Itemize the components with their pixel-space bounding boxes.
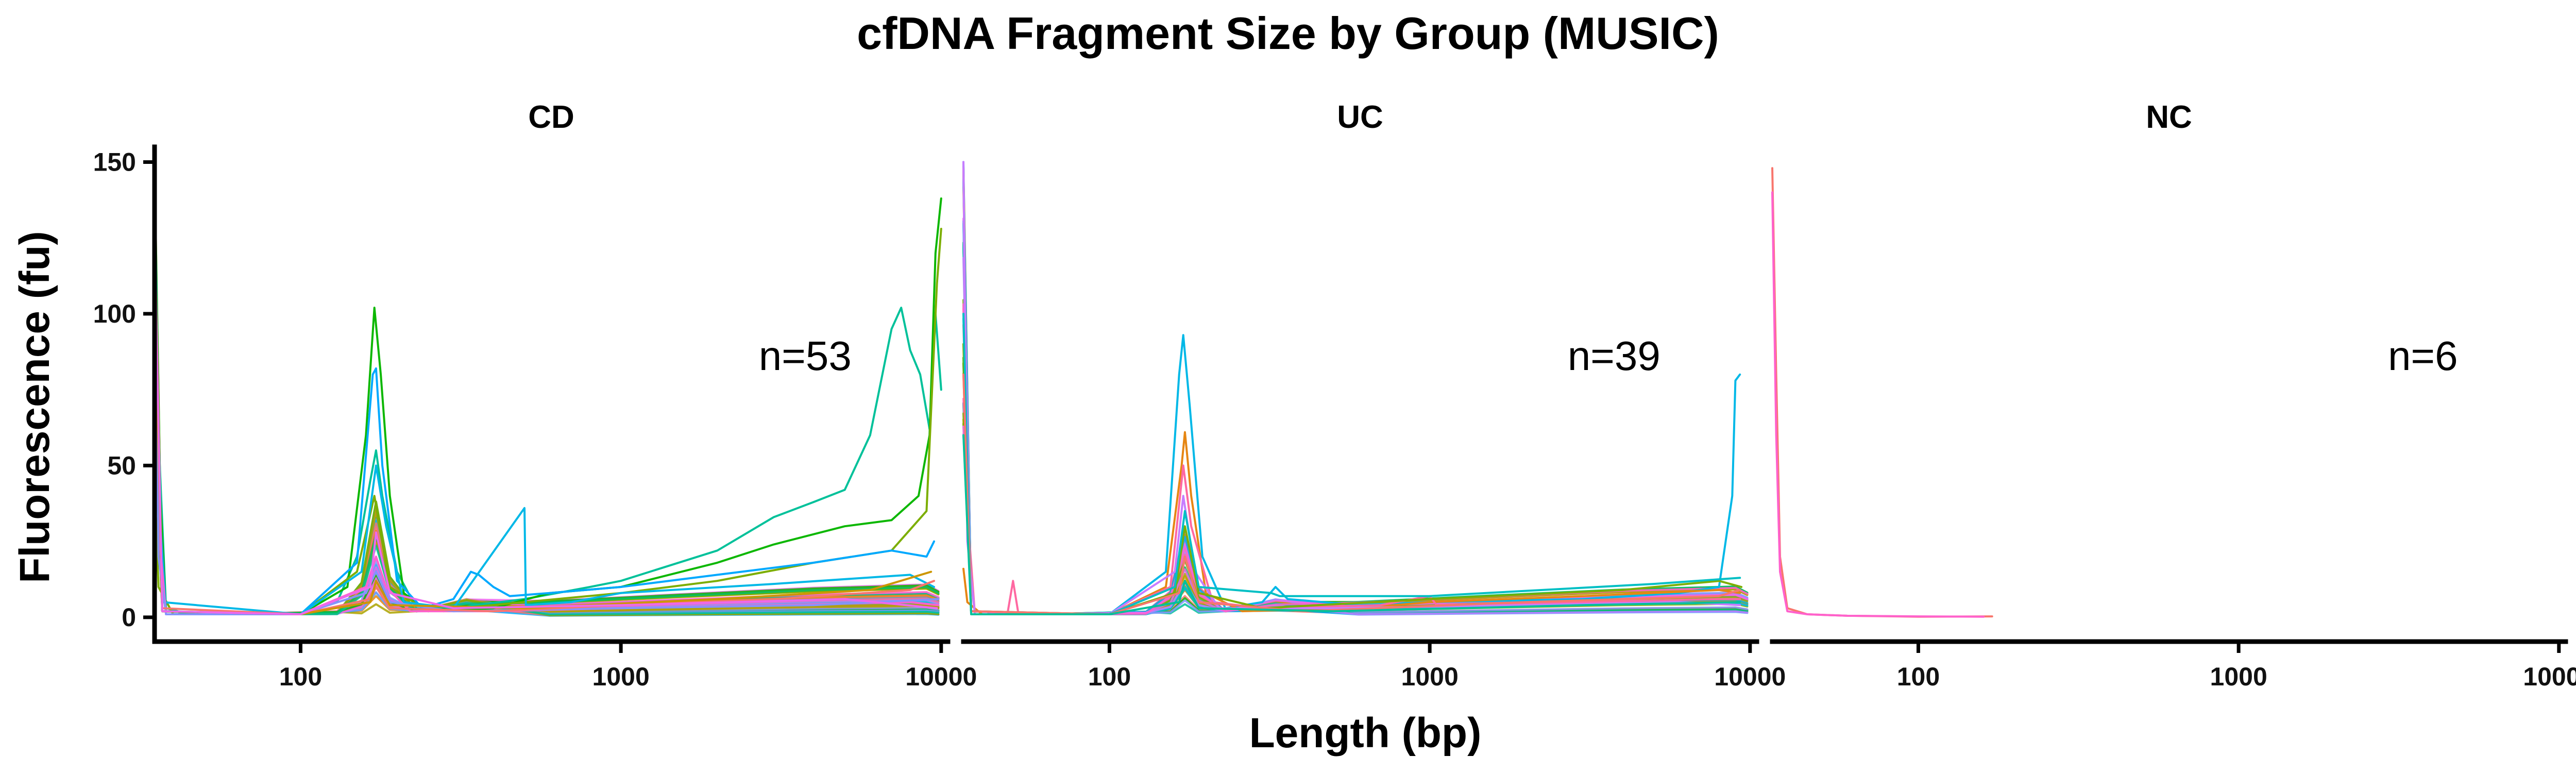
series-line xyxy=(154,167,942,615)
series-line xyxy=(154,161,935,615)
series-line xyxy=(962,431,1741,615)
x-tick-label: 10000 xyxy=(2523,662,2576,691)
series-line xyxy=(154,163,940,615)
x-tick-label: 100 xyxy=(1897,662,1940,691)
series-line xyxy=(154,228,942,615)
series-line xyxy=(154,214,940,615)
sample-count-label: n=53 xyxy=(759,333,852,379)
panel-uc: UC 100 1000 10000 n=39 xyxy=(961,99,1786,691)
series-line xyxy=(962,243,1749,615)
series-line xyxy=(962,180,1749,615)
series-line xyxy=(154,222,935,615)
series-line xyxy=(962,246,1749,615)
facet-label: CD xyxy=(528,99,574,135)
x-tick-label: 1000 xyxy=(592,662,650,691)
series-line xyxy=(962,217,1749,615)
series-line xyxy=(154,347,940,615)
series-line xyxy=(1771,191,1985,618)
series-line xyxy=(962,402,1749,615)
series-line xyxy=(962,363,1749,615)
series-line xyxy=(154,220,940,615)
series-line xyxy=(154,167,940,615)
x-axis-title: Length (bp) xyxy=(1249,710,1482,757)
series-line xyxy=(154,348,940,615)
facet-label: UC xyxy=(1337,99,1383,135)
series-line xyxy=(154,217,940,615)
series-line xyxy=(962,178,1749,616)
series-line xyxy=(962,161,1741,615)
series-line xyxy=(154,367,940,615)
series-line xyxy=(962,373,1741,615)
series-line xyxy=(154,191,940,615)
series-line xyxy=(962,397,1749,615)
series-line xyxy=(154,208,940,615)
series-line xyxy=(154,210,940,615)
series-line xyxy=(962,373,1749,615)
series-line xyxy=(962,362,1749,615)
series-line xyxy=(154,340,940,615)
series-line xyxy=(962,242,1749,615)
series-line xyxy=(154,243,940,615)
series-line xyxy=(962,257,1749,616)
series-line xyxy=(962,161,1741,615)
series-line xyxy=(154,180,940,615)
x-tick-label: 100 xyxy=(279,662,322,691)
series-line xyxy=(962,166,1749,615)
series-line xyxy=(962,402,1749,615)
series-line xyxy=(154,240,940,615)
series-line xyxy=(154,173,940,615)
series-line xyxy=(1771,167,1993,618)
series-line xyxy=(154,162,940,615)
series-line xyxy=(962,412,1749,615)
series-line xyxy=(154,198,940,615)
series-line xyxy=(154,373,940,615)
y-axis-title: Fluorescence (fu) xyxy=(11,231,58,583)
x-tick-label: 10000 xyxy=(1714,662,1786,691)
series-line xyxy=(962,343,1743,615)
series-line xyxy=(154,230,940,616)
series-line xyxy=(962,434,1741,615)
series-line xyxy=(962,163,1749,615)
series-line xyxy=(962,223,1749,615)
series-line xyxy=(154,370,940,615)
facet-label: NC xyxy=(2146,99,2192,135)
series-line xyxy=(962,167,1741,615)
series-line xyxy=(154,176,940,615)
series-line xyxy=(962,243,1749,615)
facet-panels: CD 0 50 100 150 100 1000 10000 n=53 UC 100 1000 1000… xyxy=(93,99,2576,691)
chart-title: cfDNA Fragment Size by Group (MUSIC) xyxy=(857,8,1719,59)
x-tick-label: 1000 xyxy=(1401,662,1459,691)
series-line xyxy=(154,252,935,615)
series-line xyxy=(154,196,940,615)
y-tick-label: 50 xyxy=(107,451,136,480)
series-line xyxy=(962,174,1749,615)
x-tick-label: 100 xyxy=(1088,662,1131,691)
panel-nc: NC 100 1000 10000 n=6 xyxy=(1770,99,2576,691)
series-line xyxy=(962,433,1749,615)
series-line xyxy=(154,366,940,615)
x-tick-label: 10000 xyxy=(905,662,977,691)
series-line xyxy=(962,220,1749,615)
series-line xyxy=(154,376,940,615)
series-line xyxy=(154,208,940,615)
series-line xyxy=(154,237,938,615)
series-line xyxy=(154,247,940,615)
y-tick-label: 100 xyxy=(93,299,136,328)
series-line xyxy=(154,203,940,615)
y-tick-label: 150 xyxy=(93,147,136,176)
y-tick-label: 0 xyxy=(122,603,136,632)
sample-count-label: n=39 xyxy=(1568,333,1660,379)
series-line xyxy=(154,176,942,615)
series-line xyxy=(962,357,1749,615)
panel-cd: CD 0 50 100 150 100 1000 10000 n=53 xyxy=(93,99,977,691)
x-tick-label: 1000 xyxy=(2210,662,2267,691)
sample-count-label: n=6 xyxy=(2388,333,2458,379)
series-line xyxy=(962,186,1749,615)
